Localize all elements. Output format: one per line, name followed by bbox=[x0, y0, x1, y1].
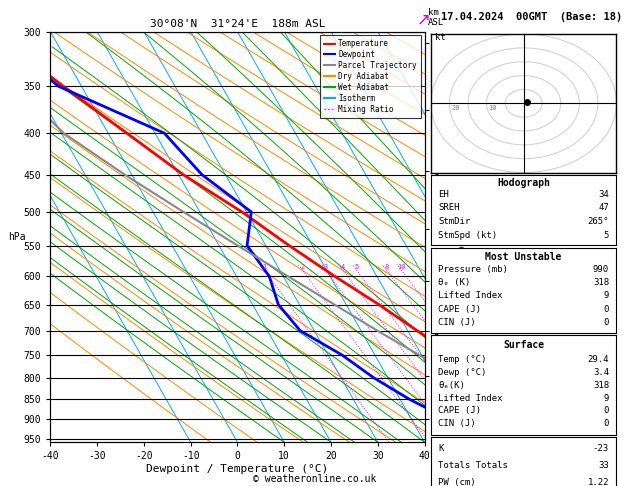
Text: CAPE (J): CAPE (J) bbox=[438, 406, 481, 416]
Text: 20: 20 bbox=[451, 105, 460, 111]
Text: 3: 3 bbox=[324, 264, 328, 270]
Text: km
ASL: km ASL bbox=[428, 8, 445, 28]
Text: -23: -23 bbox=[593, 444, 609, 453]
Text: 318: 318 bbox=[593, 278, 609, 287]
Text: Totals Totals: Totals Totals bbox=[438, 461, 508, 470]
Text: Hodograph: Hodograph bbox=[497, 178, 550, 189]
Text: Temp (°C): Temp (°C) bbox=[438, 355, 487, 364]
Text: CAPE (J): CAPE (J) bbox=[438, 305, 481, 313]
Text: 3.4: 3.4 bbox=[593, 368, 609, 377]
Text: 0: 0 bbox=[604, 318, 609, 327]
Text: 34: 34 bbox=[598, 190, 609, 199]
Text: Pressure (mb): Pressure (mb) bbox=[438, 265, 508, 274]
Text: kt: kt bbox=[435, 33, 445, 42]
Legend: Temperature, Dewpoint, Parcel Trajectory, Dry Adiabat, Wet Adiabat, Isotherm, Mi: Temperature, Dewpoint, Parcel Trajectory… bbox=[320, 35, 421, 118]
Text: StmSpd (kt): StmSpd (kt) bbox=[438, 231, 498, 240]
Text: SREH: SREH bbox=[438, 204, 460, 212]
Text: 47: 47 bbox=[598, 204, 609, 212]
Text: 17.04.2024  00GMT  (Base: 18): 17.04.2024 00GMT (Base: 18) bbox=[441, 12, 622, 22]
Text: 1: 1 bbox=[262, 264, 267, 270]
Text: Lifted Index: Lifted Index bbox=[438, 394, 503, 402]
Text: EH: EH bbox=[438, 190, 449, 199]
Text: © weatheronline.co.uk: © weatheronline.co.uk bbox=[253, 473, 376, 484]
Text: 8: 8 bbox=[384, 264, 389, 270]
Text: 318: 318 bbox=[593, 381, 609, 390]
Title: 30°08'N  31°24'E  188m ASL: 30°08'N 31°24'E 188m ASL bbox=[150, 19, 325, 30]
Y-axis label: Mixing Ratio (g/kg): Mixing Ratio (g/kg) bbox=[456, 186, 465, 288]
Text: 5: 5 bbox=[355, 264, 359, 270]
Text: 990: 990 bbox=[593, 265, 609, 274]
Text: 10: 10 bbox=[397, 264, 406, 270]
Text: CIN (J): CIN (J) bbox=[438, 419, 476, 428]
Text: 0: 0 bbox=[604, 406, 609, 416]
Text: Lifted Index: Lifted Index bbox=[438, 292, 503, 300]
Text: Dewp (°C): Dewp (°C) bbox=[438, 368, 487, 377]
Text: Surface: Surface bbox=[503, 340, 544, 350]
Text: 9: 9 bbox=[604, 292, 609, 300]
Text: 1.22: 1.22 bbox=[587, 478, 609, 486]
Text: θₑ (K): θₑ (K) bbox=[438, 278, 470, 287]
Text: hPa: hPa bbox=[8, 232, 26, 242]
Text: StmDir: StmDir bbox=[438, 217, 470, 226]
Text: 33: 33 bbox=[598, 461, 609, 470]
Text: CIN (J): CIN (J) bbox=[438, 318, 476, 327]
Text: 4: 4 bbox=[341, 264, 345, 270]
Text: K: K bbox=[438, 444, 443, 453]
Text: θₑ(K): θₑ(K) bbox=[438, 381, 465, 390]
Text: 2: 2 bbox=[301, 264, 304, 270]
Text: Most Unstable: Most Unstable bbox=[486, 252, 562, 262]
Text: 5: 5 bbox=[604, 231, 609, 240]
Text: 0: 0 bbox=[604, 305, 609, 313]
Text: 9: 9 bbox=[604, 394, 609, 402]
Text: ↗: ↗ bbox=[417, 11, 431, 29]
Text: 0: 0 bbox=[604, 419, 609, 428]
Text: 265°: 265° bbox=[587, 217, 609, 226]
Text: PW (cm): PW (cm) bbox=[438, 478, 476, 486]
Text: 10: 10 bbox=[488, 105, 497, 111]
Text: 29.4: 29.4 bbox=[587, 355, 609, 364]
X-axis label: Dewpoint / Temperature (°C): Dewpoint / Temperature (°C) bbox=[147, 464, 328, 474]
